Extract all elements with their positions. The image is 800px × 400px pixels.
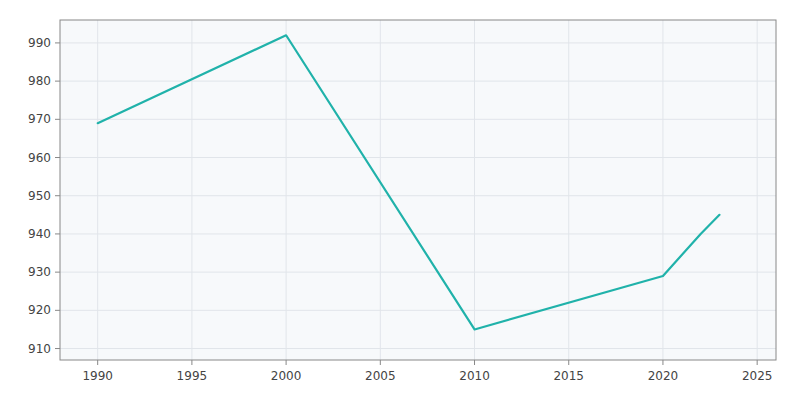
x-tick-label: 2020 [648,369,679,383]
x-tick-label: 2005 [365,369,396,383]
y-tick-label: 930 [28,265,51,279]
y-tick-label: 920 [28,303,51,317]
y-grid-line [60,157,776,158]
x-tick [757,360,758,365]
x-grid-line [97,20,98,360]
y-grid-line [60,42,776,43]
x-tick [97,360,98,365]
x-grid-line [662,20,663,360]
y-tick [55,233,60,234]
x-grid-line [474,20,475,360]
x-tick-label: 1990 [82,369,113,383]
grid [60,20,776,360]
y-tick-label: 940 [28,227,51,241]
y-tick-label: 980 [28,74,51,88]
y-tick [55,42,60,43]
y-grid-line [60,233,776,234]
x-tick-label: 2000 [271,369,302,383]
x-tick-label: 2025 [742,369,773,383]
y-tick-label: 970 [28,112,51,126]
plot-background [60,20,776,360]
x-tick [286,360,287,365]
y-grid-line [60,348,776,349]
y-tick-label: 990 [28,36,51,50]
chart-svg: 1990 1995 2000 2005 2010 2015 2020 2025 910 920 93… [0,0,800,400]
y-grid-line [60,81,776,82]
y-grid-line [60,119,776,120]
x-tick-label: 1995 [177,369,208,383]
x-tick [662,360,663,365]
x-grid-line [757,20,758,360]
y-tick-label: 910 [28,342,51,356]
x-tick [568,360,569,365]
y-tick [55,310,60,311]
x-grid-line [286,20,287,360]
x-tick [191,360,192,365]
y-grid-line [60,310,776,311]
x-tick [474,360,475,365]
y-tick-label: 950 [28,189,51,203]
y-tick [55,119,60,120]
y-tick [55,81,60,82]
axes: 1990 1995 2000 2005 2010 2015 2020 2025 910 920 93… [28,20,776,383]
chart-container: 1990 1995 2000 2005 2010 2015 2020 2025 910 920 93… [0,0,800,400]
y-tick [55,348,60,349]
y-tick [55,272,60,273]
x-grid-line [191,20,192,360]
y-tick [55,157,60,158]
y-tick-label: 960 [28,151,51,165]
x-grid-line [380,20,381,360]
y-grid-line [60,195,776,196]
x-grid-line [568,20,569,360]
x-tick-label: 2015 [553,369,584,383]
plot-frame [60,20,776,360]
x-tick-label: 2010 [459,369,490,383]
data-line [98,35,720,329]
y-tick [55,195,60,196]
data-group [98,35,720,329]
x-tick [380,360,381,365]
y-grid-line [60,272,776,273]
